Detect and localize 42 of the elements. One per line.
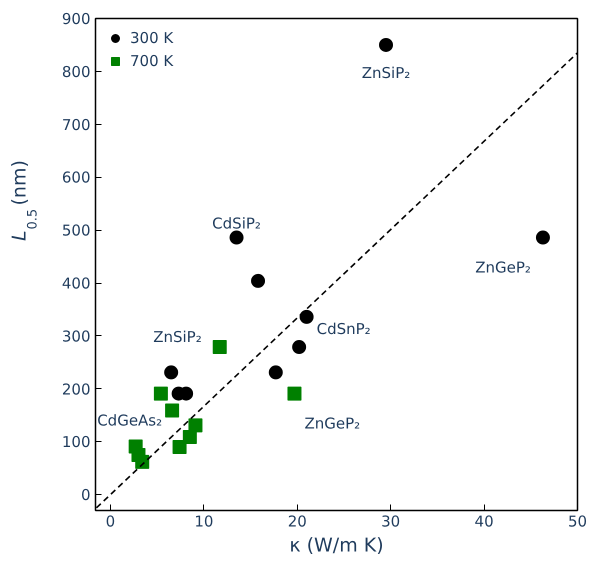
annotation: ZnGeP₂ bbox=[475, 258, 531, 277]
annotation: CdGeAs₂ bbox=[97, 411, 162, 430]
point bbox=[164, 365, 178, 380]
x-tick-label: 30 bbox=[381, 512, 400, 530]
y-tick-label: 100 bbox=[62, 433, 91, 452]
legend-label: 300 K bbox=[130, 29, 174, 47]
point bbox=[154, 386, 168, 401]
point bbox=[172, 440, 187, 454]
annotation: CdSiP₂ bbox=[212, 214, 261, 233]
annotation: ZnSiP₂ bbox=[153, 328, 202, 346]
point bbox=[251, 274, 266, 288]
y-axis-title: L0.5 (nm) bbox=[8, 160, 40, 241]
y-tick-label: 800 bbox=[62, 62, 91, 81]
x-tick-label: 40 bbox=[474, 512, 494, 530]
y-tick-label: 300 bbox=[62, 327, 91, 346]
point bbox=[536, 230, 550, 245]
point bbox=[379, 38, 394, 52]
x-tick-label: 0 bbox=[106, 512, 116, 530]
annotation: ZnSiP₂ bbox=[362, 64, 410, 82]
point bbox=[268, 365, 283, 380]
y-tick-label: 600 bbox=[62, 168, 91, 187]
x-tick-label: 10 bbox=[194, 512, 214, 530]
point bbox=[165, 404, 180, 418]
annotation: ZnGeP₂ bbox=[304, 414, 360, 433]
legend-label: 700 K bbox=[130, 52, 174, 70]
y-tick-label: 200 bbox=[62, 380, 91, 398]
y-tick-label: 700 bbox=[62, 116, 91, 134]
y-tick-label: 500 bbox=[62, 222, 91, 240]
point bbox=[292, 340, 306, 354]
y-tick-label: 0 bbox=[80, 486, 91, 504]
point bbox=[230, 230, 244, 245]
point bbox=[300, 310, 314, 324]
point bbox=[287, 386, 302, 401]
point bbox=[182, 430, 197, 444]
point bbox=[135, 454, 150, 469]
x-axis-title: κ (W/m K) bbox=[289, 534, 384, 556]
point bbox=[212, 340, 227, 354]
annotation: CdSnP₂ bbox=[316, 320, 371, 338]
y-tick-label: 400 bbox=[62, 274, 91, 293]
y-tick-label: 900 bbox=[62, 10, 91, 28]
x-tick-label: 20 bbox=[288, 512, 307, 530]
x-tick-label: 50 bbox=[568, 512, 588, 530]
